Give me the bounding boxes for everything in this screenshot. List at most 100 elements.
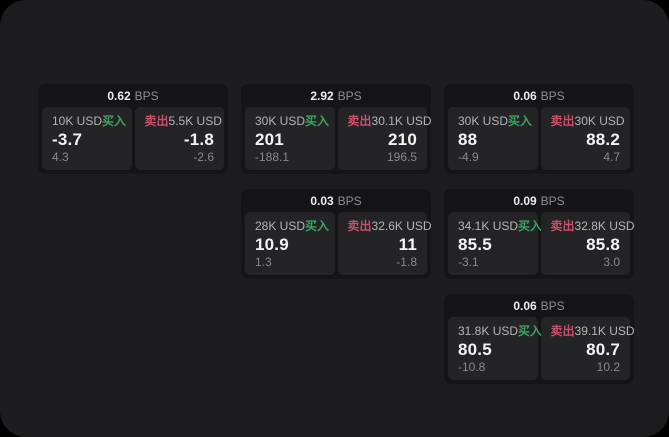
bps-unit-label: BPS [540, 88, 565, 103]
buy-panel-header: 34.1K USD 买入 [458, 219, 542, 233]
buy-delta: 4.3 [52, 150, 69, 164]
buy-panel[interactable]: 34.1K USD 买入 85.5 -3.1 [448, 212, 542, 275]
quote-panels: 10K USD 买入 -3.7 4.3 卖出 5.5K USD -1.8 -2.… [38, 107, 228, 174]
sell-delta: 10.2 [596, 360, 620, 374]
sell-delta: -2.6 [193, 150, 214, 164]
buy-panel[interactable]: 30K USD 买入 88 -4.9 [448, 107, 538, 170]
sell-amount: 30.1K USD [371, 114, 432, 128]
buy-side-label: 买入 [518, 219, 543, 233]
buy-panel[interactable]: 28K USD 买入 10.9 1.3 [245, 212, 335, 275]
buy-delta: -3.1 [458, 255, 479, 269]
card-header: 0.09 BPS [444, 189, 634, 212]
bps-value: 2.92 [310, 88, 334, 103]
sell-amount: 30K USD [574, 114, 625, 128]
buy-panel-header: 28K USD 买入 [255, 219, 329, 233]
sell-panel[interactable]: 卖出 32.8K USD 85.8 3.0 [540, 212, 635, 275]
bps-value: 0.03 [310, 193, 334, 208]
sell-price: 210 [388, 130, 417, 149]
sell-side-label: 卖出 [550, 114, 575, 128]
buy-delta: -4.9 [458, 150, 479, 164]
sell-panel[interactable]: 卖出 30.1K USD 210 196.5 [337, 107, 432, 170]
buy-panel[interactable]: 10K USD 买入 -3.7 4.3 [42, 107, 132, 170]
bps-unit-label: BPS [134, 88, 159, 103]
sell-amount: 32.6K USD [371, 219, 432, 233]
cards-grid: 0.62 BPS 10K USD 买入 -3.7 4.3 卖出 5.5K USD… [38, 84, 635, 384]
sell-panel[interactable]: 卖出 32.6K USD 11 -1.8 [337, 212, 432, 275]
sell-price: 88.2 [586, 130, 620, 149]
sell-amount: 32.8K USD [574, 219, 635, 233]
buy-side-label: 买入 [102, 114, 127, 128]
sell-price: -1.8 [183, 130, 214, 149]
sell-panel-header: 卖出 5.5K USD [144, 114, 222, 128]
quote-panels: 28K USD 买入 10.9 1.3 卖出 32.6K USD 11 -1.8 [241, 212, 432, 279]
card-header: 0.06 BPS [444, 84, 634, 107]
bps-unit-label: BPS [540, 193, 565, 208]
quote-card: 0.06 BPS 30K USD 买入 88 -4.9 卖出 30K USD 8… [444, 84, 634, 174]
buy-panel-header: 10K USD 买入 [52, 114, 126, 128]
sell-side-label: 卖出 [550, 219, 575, 233]
buy-side-label: 买入 [518, 324, 543, 338]
quote-panels: 30K USD 买入 88 -4.9 卖出 30K USD 88.2 4.7 [444, 107, 634, 174]
sell-price: 85.8 [586, 235, 620, 254]
sell-price: 11 [398, 235, 417, 254]
buy-panel[interactable]: 31.8K USD 买入 80.5 -10.8 [448, 317, 542, 380]
quote-panels: 30K USD 买入 201 -188.1 卖出 30.1K USD 210 1… [241, 107, 432, 174]
buy-delta: -10.8 [458, 360, 486, 374]
quote-card: 0.03 BPS 28K USD 买入 10.9 1.3 卖出 32.6K US… [241, 189, 432, 279]
buy-amount: 10K USD [52, 114, 103, 128]
card-header: 0.03 BPS [241, 189, 431, 212]
sell-delta: -1.8 [396, 255, 417, 269]
buy-price: 80.5 [458, 340, 492, 359]
bps-value: 0.06 [513, 298, 537, 313]
quote-panels: 31.8K USD 买入 80.5 -10.8 卖出 39.1K USD 80.… [444, 317, 635, 384]
buy-amount: 30K USD [255, 114, 306, 128]
sell-side-label: 卖出 [144, 114, 169, 128]
buy-panel-header: 31.8K USD 买入 [458, 325, 542, 337]
quote-card: 2.92 BPS 30K USD 买入 201 -188.1 卖出 30.1K … [241, 84, 432, 174]
card-header: 0.06 BPS [444, 294, 634, 317]
buy-price: -3.7 [52, 130, 83, 149]
sell-panel-header: 卖出 30.1K USD [347, 114, 432, 128]
bps-unit-label: BPS [337, 88, 362, 103]
buy-delta: 1.3 [255, 255, 272, 269]
sell-delta: 3.0 [603, 255, 620, 269]
quote-card: 0.62 BPS 10K USD 买入 -3.7 4.3 卖出 5.5K USD… [38, 84, 228, 174]
buy-price: 201 [255, 130, 284, 149]
sell-delta: 4.7 [603, 150, 620, 164]
sell-panel-header: 卖出 39.1K USD [551, 325, 635, 337]
quote-card: 0.09 BPS 34.1K USD 买入 85.5 -3.1 卖出 32.8K… [444, 189, 635, 279]
sell-panel-header: 卖出 32.6K USD [347, 219, 432, 233]
sell-panel-header: 卖出 32.8K USD [550, 219, 635, 233]
bps-unit-label: BPS [540, 298, 565, 313]
buy-price: 10.9 [255, 235, 289, 254]
buy-amount: 30K USD [458, 114, 509, 128]
card-header: 2.92 BPS [241, 84, 431, 107]
sell-side-label: 卖出 [347, 219, 372, 233]
sell-panel[interactable]: 卖出 5.5K USD -1.8 -2.6 [134, 107, 224, 170]
bps-value: 0.09 [513, 193, 537, 208]
sell-panel[interactable]: 卖出 39.1K USD 80.7 10.2 [540, 317, 635, 380]
bps-unit-label: BPS [337, 193, 362, 208]
buy-side-label: 买入 [508, 114, 533, 128]
sell-amount: 5.5K USD [168, 114, 222, 128]
buy-price: 85.5 [458, 235, 492, 254]
buy-amount: 34.1K USD [458, 219, 519, 233]
bps-value: 0.62 [107, 88, 131, 103]
sell-price: 80.7 [586, 340, 620, 359]
buy-side-label: 买入 [305, 114, 330, 128]
buy-amount: 28K USD [255, 219, 306, 233]
quote-panels: 34.1K USD 买入 85.5 -3.1 卖出 32.8K USD 85.8… [444, 212, 635, 279]
bps-value: 0.06 [513, 88, 537, 103]
card-header: 0.62 BPS [38, 84, 228, 107]
buy-price: 88 [458, 130, 478, 149]
sell-panel[interactable]: 卖出 30K USD 88.2 4.7 [540, 107, 630, 170]
buy-side-label: 买入 [305, 219, 330, 233]
buy-delta: -188.1 [255, 150, 290, 164]
buy-panel-header: 30K USD 买入 [255, 114, 329, 128]
quote-card: 0.06 BPS 31.8K USD 买入 80.5 -10.8 卖出 39.1… [444, 294, 635, 384]
sell-amount: 39.1K USD [574, 324, 635, 338]
sell-panel-header: 卖出 30K USD [550, 114, 625, 128]
sell-side-label: 卖出 [347, 114, 372, 128]
buy-panel[interactable]: 30K USD 买入 201 -188.1 [245, 107, 335, 170]
